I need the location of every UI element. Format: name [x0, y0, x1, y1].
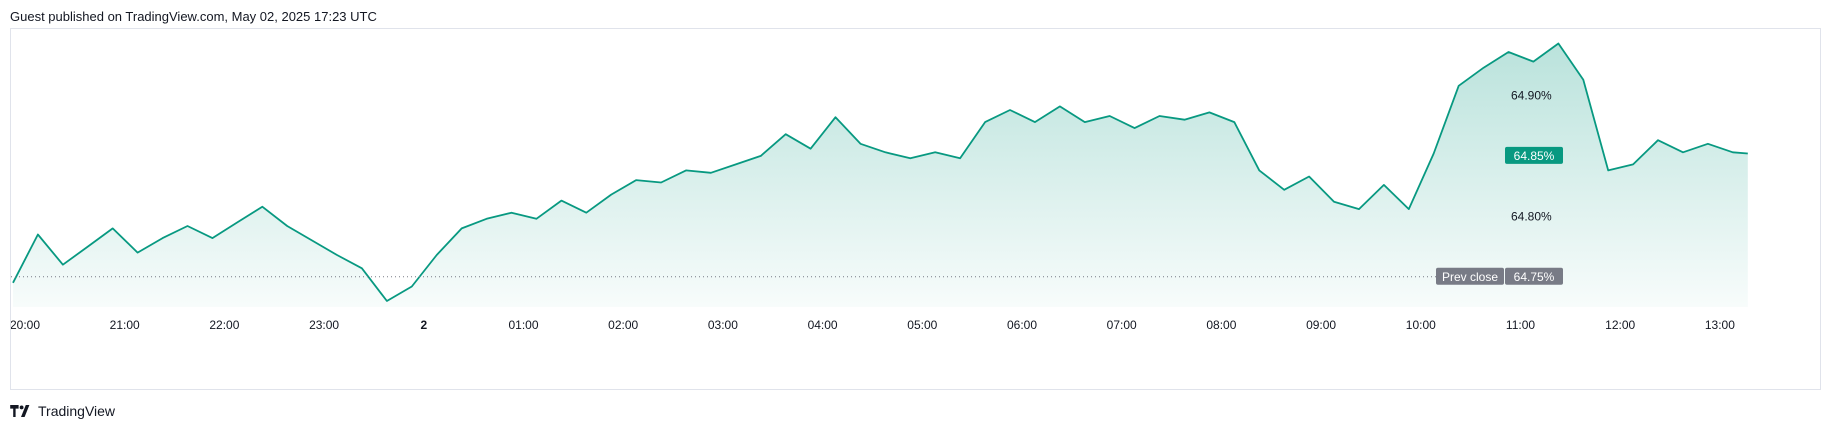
x-tick-label: 01:00 — [508, 318, 538, 332]
x-tick-label: 04:00 — [808, 318, 838, 332]
price-area-fill — [13, 43, 1748, 307]
chart-area[interactable]: 64.90% 64.80% 20:00 21:00 22:00 23:00 2 01:00 0… — [10, 28, 1821, 390]
prev-close-value-badge: 64.75% — [1505, 267, 1563, 285]
x-tick-label: 23:00 — [309, 318, 339, 332]
last-price-badge-text: 64.85% — [1514, 149, 1555, 163]
prev-close-label-badge-bg — [1436, 267, 1504, 285]
x-tick-label: 07:00 — [1107, 318, 1137, 332]
last-price-badge-bg — [1505, 146, 1563, 164]
prev-close-label-badge: Prev close — [1436, 267, 1504, 285]
tradingview-logo-icon — [10, 405, 30, 417]
footer-brand: TradingView — [10, 403, 115, 419]
x-tick-label: 11:00 — [1506, 318, 1535, 332]
prev-close-value-badge-text: 64.75% — [1514, 270, 1555, 284]
x-tick-label: 20:00 — [11, 318, 40, 332]
x-tick-label: 08:00 — [1206, 318, 1236, 332]
x-tick-label: 2 — [420, 318, 427, 332]
y-tick-label: 64.80% — [1511, 209, 1552, 223]
x-tick-label: 22:00 — [209, 318, 239, 332]
y-tick-label: 64.90% — [1511, 88, 1552, 102]
prev-close-value-badge-bg — [1505, 267, 1563, 285]
x-tick-label: 13:00 — [1705, 318, 1735, 332]
x-tick-label: 06:00 — [1007, 318, 1037, 332]
prev-close-label-badge-text: Prev close — [1442, 270, 1498, 284]
last-price-badge: 64.85% — [1505, 146, 1563, 164]
x-tick-label: 12:00 — [1605, 318, 1635, 332]
x-tick-label: 21:00 — [110, 318, 140, 332]
x-tick-label: 02:00 — [608, 318, 638, 332]
price-line[interactable] — [12, 42, 1748, 302]
x-tick-label: 03:00 — [708, 318, 738, 332]
x-tick-label: 10:00 — [1406, 318, 1436, 332]
x-tick-label: 09:00 — [1306, 318, 1336, 332]
price-chart[interactable]: 64.90% 64.80% 20:00 21:00 22:00 23:00 2 01:00 0… — [11, 29, 1820, 389]
published-by-header: Guest published on TradingView.com, May … — [10, 9, 377, 24]
x-tick-label: 05:00 — [907, 318, 937, 332]
footer-brand-label: TradingView — [38, 403, 116, 419]
